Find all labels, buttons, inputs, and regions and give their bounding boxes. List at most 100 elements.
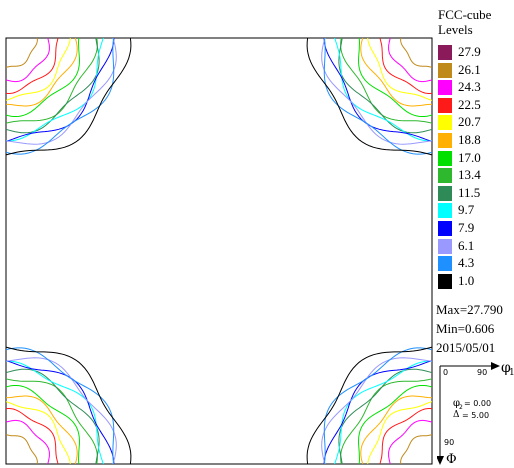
legend-level: 24.3: [438, 79, 514, 96]
contour-line: [5, 37, 71, 101]
legend-level-value: 20.7: [458, 114, 481, 130]
contour-line: [306, 37, 433, 156]
legend-title: Levels: [438, 22, 473, 37]
legend-swatch: [438, 203, 452, 219]
legend-level: 1.0: [438, 273, 514, 289]
contour-line: [340, 378, 433, 465]
legend-swatch: [438, 45, 452, 60]
legend-level: 11.5: [438, 185, 514, 201]
contour-line: [357, 37, 433, 117]
legend-swatch: [438, 97, 452, 113]
key-section-symbol: φ: [453, 398, 460, 409]
contour-line: [5, 37, 100, 134]
contour-line: [5, 395, 78, 465]
contour-line: [367, 37, 433, 101]
contour-line: [5, 346, 132, 465]
date-label: 2015/05/01: [436, 340, 496, 355]
axis-key: 0 90 φ 1 φ 2 = 0.00 Δ = 5.00 90 Φ: [437, 362, 514, 467]
min-label: Min=0.606: [436, 321, 495, 336]
legend-level-value: 1.0: [458, 272, 475, 288]
plot-frame: [5, 37, 433, 465]
legend-level-value: 7.9: [458, 220, 475, 235]
key-x-end: 90: [477, 368, 487, 377]
key-section-subscript: 2: [459, 404, 463, 411]
contour-line: [5, 434, 38, 465]
contour-line: [360, 37, 433, 107]
legend-swatch: [438, 168, 452, 184]
contour-line: [5, 360, 115, 465]
contour-line: [321, 357, 433, 465]
legend-swatch: [438, 221, 452, 236]
legend-level: 27.9: [438, 44, 514, 60]
contour-line: [388, 37, 433, 83]
key-x-symbol: φ: [501, 362, 511, 376]
contour-line: [338, 37, 433, 134]
legend-swatch: [438, 238, 452, 254]
contour-line: [357, 385, 433, 465]
contour-line: [340, 37, 433, 124]
contour-line: [5, 37, 117, 145]
key-step-value: = 5.00: [462, 411, 489, 420]
chart-title: FCC-cube: [438, 7, 492, 22]
legend: FCC-cube Levels 27.9 26.1 24.3 22.5 20.7 18.8…: [436, 0, 514, 468]
contour-line: [5, 37, 78, 107]
legend-level-value: 17.0: [458, 149, 481, 165]
contour-line: [5, 419, 50, 465]
contour-line: [5, 385, 81, 465]
contour-line: [5, 37, 50, 83]
contour-line: [5, 37, 59, 94]
contour-line: [5, 37, 81, 117]
odf-contour-plot: [5, 37, 433, 465]
legend-level-value: 24.3: [458, 79, 481, 95]
contour-line: [5, 37, 115, 142]
contour-line: [400, 37, 433, 68]
legend-level-value: 22.5: [458, 96, 481, 112]
contour-line: [5, 37, 132, 156]
legend-level: 22.5: [438, 97, 514, 113]
legend-level: 17.0: [438, 150, 514, 166]
legend-swatch: [438, 273, 452, 289]
contour-line: [321, 37, 433, 145]
contour-line: [367, 401, 433, 465]
contour-line: [5, 37, 98, 124]
legend-level-value: 27.9: [458, 44, 481, 59]
contour-lines: [5, 37, 433, 465]
contour-line: [5, 408, 59, 465]
contour-line: [338, 368, 433, 465]
legend-level-value: 9.7: [458, 202, 475, 218]
legend-level-value: 26.1: [458, 61, 481, 77]
legend-level: 6.1: [438, 238, 514, 254]
contour-line: [379, 37, 433, 94]
contour-line: [5, 401, 71, 465]
legend-swatch: [438, 150, 452, 166]
legend-level-value: 11.5: [458, 184, 481, 200]
key-x-start: 0: [443, 368, 448, 377]
contour-line: [5, 378, 98, 465]
legend-level: 26.1: [438, 62, 514, 78]
contour-line: [5, 368, 100, 465]
contour-line: [388, 419, 433, 465]
legend-level: 13.4: [438, 167, 514, 184]
legend-swatch: [438, 115, 452, 131]
key-y-arrow: [437, 456, 444, 465]
key-section-value: = 0.00: [464, 399, 491, 408]
legend-swatch: [438, 256, 452, 272]
key-step-symbol: Δ: [453, 410, 460, 420]
contour-line: [5, 357, 117, 465]
legend-level-value: 6.1: [458, 237, 475, 253]
max-label: Max=27.790: [436, 302, 503, 317]
contour-line: [400, 434, 433, 465]
contour-line: [379, 408, 433, 465]
legend-level: 7.9: [438, 220, 514, 236]
legend-level: 20.7: [438, 114, 514, 131]
legend-swatch: [438, 62, 452, 78]
legend-level: 9.7: [438, 202, 514, 219]
contour-line: [323, 37, 433, 142]
key-y-end: 90: [444, 438, 454, 447]
key-x-subscript: 1: [509, 368, 514, 378]
legend-swatch: [438, 133, 452, 148]
legend-level-value: 13.4: [458, 167, 481, 183]
legend-level-value: 18.8: [458, 132, 481, 147]
legend-level-value: 4.3: [458, 255, 475, 271]
legend-swatch: [438, 80, 452, 96]
